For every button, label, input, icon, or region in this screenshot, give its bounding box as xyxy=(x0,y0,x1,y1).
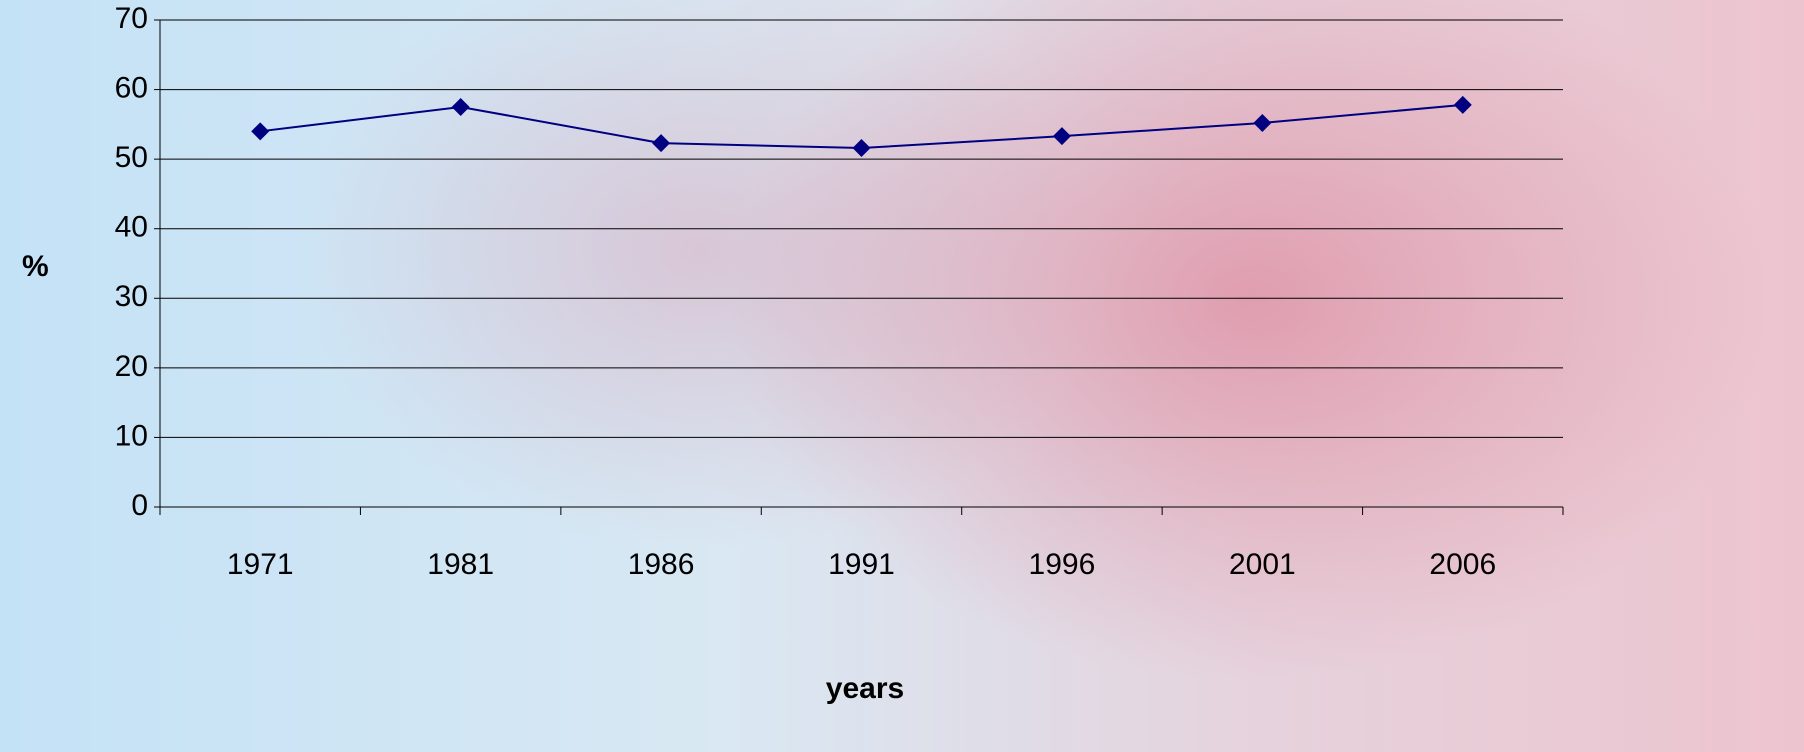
x-tick-label: 1996 xyxy=(1029,548,1096,581)
y-tick-label: 60 xyxy=(115,71,148,104)
y-tick-label: 50 xyxy=(115,141,148,174)
x-axis-label: years xyxy=(826,672,904,705)
marker xyxy=(251,122,270,141)
marker xyxy=(852,139,871,158)
x-tick-label: 1986 xyxy=(628,548,695,581)
marker xyxy=(1052,127,1071,146)
y-tick-label: 0 xyxy=(131,489,148,522)
marker xyxy=(1253,113,1272,132)
marker xyxy=(1453,95,1472,114)
marker xyxy=(451,97,470,116)
y-tick-label: 40 xyxy=(115,211,148,244)
y-tick-label: 10 xyxy=(115,419,148,452)
x-tick-label: 1991 xyxy=(828,548,895,581)
marker xyxy=(652,134,671,153)
x-tick-label: 2006 xyxy=(1429,548,1496,581)
x-tick-label: 1971 xyxy=(227,548,294,581)
y-axis-label: % xyxy=(22,250,49,283)
y-tick-label: 20 xyxy=(115,350,148,383)
x-tick-label: 2001 xyxy=(1229,548,1296,581)
x-tick-label: 1981 xyxy=(427,548,494,581)
y-tick-label: 70 xyxy=(115,2,148,35)
y-tick-label: 30 xyxy=(115,280,148,313)
